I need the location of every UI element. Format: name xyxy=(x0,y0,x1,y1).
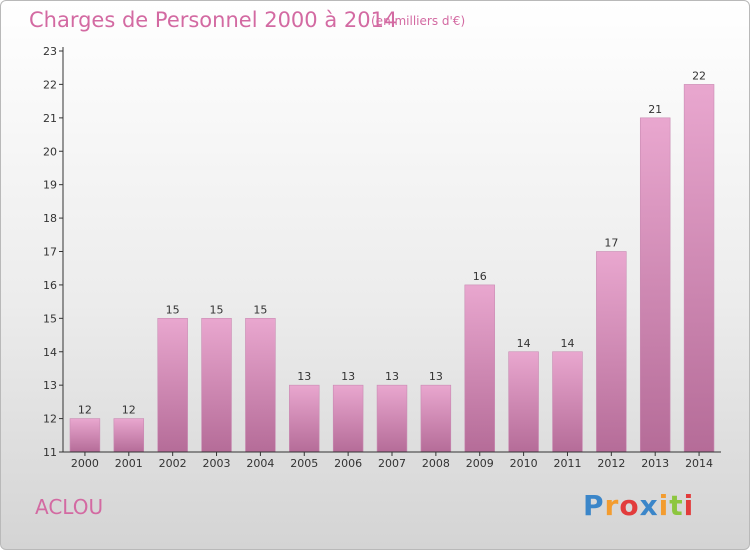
bar-2005 xyxy=(289,384,320,453)
y-tick-label: 12 xyxy=(43,413,57,426)
x-tick-label-2014: 2014 xyxy=(685,457,713,470)
value-label-2000: 12 xyxy=(78,404,92,417)
logo-letter: P xyxy=(583,489,605,522)
x-tick-label-2002: 2002 xyxy=(159,457,187,470)
bar-2012 xyxy=(596,251,627,453)
value-label-2009: 16 xyxy=(473,270,487,283)
y-tick-label: 20 xyxy=(43,145,57,158)
value-label-2010: 14 xyxy=(517,337,531,350)
bar-2004 xyxy=(245,318,276,453)
logo-letter: r xyxy=(604,489,620,522)
x-tick-label-2004: 2004 xyxy=(246,457,274,470)
y-tick-label: 19 xyxy=(43,179,57,192)
x-tick-label-2006: 2006 xyxy=(334,457,362,470)
bar-2014 xyxy=(683,84,715,453)
bar-2001 xyxy=(113,418,145,453)
bar-2009 xyxy=(464,284,495,453)
x-tick-label-2003: 2003 xyxy=(203,457,231,470)
x-tick-label-2011: 2011 xyxy=(553,457,581,470)
bar-2003 xyxy=(201,318,232,453)
logo-letter: o xyxy=(619,489,640,522)
y-tick-label: 21 xyxy=(43,112,57,125)
proxiti-logo: Proxiti xyxy=(583,489,694,522)
logo-letter: x xyxy=(639,489,659,522)
value-label-2014: 22 xyxy=(692,69,706,82)
value-label-2008: 13 xyxy=(429,370,443,383)
y-tick-label: 16 xyxy=(43,279,57,292)
value-label-2011: 14 xyxy=(560,337,574,350)
logo-letter: t xyxy=(669,489,684,522)
y-tick-label: 17 xyxy=(43,246,57,259)
y-tick-label: 18 xyxy=(43,212,57,225)
value-label-2003: 15 xyxy=(210,303,224,316)
y-tick-label: 23 xyxy=(43,45,57,58)
x-tick-label-2000: 2000 xyxy=(71,457,99,470)
bar-2008 xyxy=(420,384,452,453)
chart-title: Charges de Personnel 2000 à 2014 xyxy=(29,8,398,32)
logo-letter: i xyxy=(658,489,670,522)
commune-name: ACLOU xyxy=(35,495,104,519)
y-tick-label: 14 xyxy=(43,346,57,359)
y-tick-label: 11 xyxy=(43,446,57,459)
value-label-2013: 21 xyxy=(648,103,662,116)
value-label-2012: 17 xyxy=(604,237,618,250)
chart-unit: (en milliers d'€) xyxy=(371,14,466,28)
x-tick-label-2010: 2010 xyxy=(510,457,538,470)
logo-letter: i xyxy=(683,489,695,522)
x-tick-label-2008: 2008 xyxy=(422,457,450,470)
bar-2010 xyxy=(508,351,539,453)
x-tick-label-2001: 2001 xyxy=(115,457,143,470)
y-tick-label: 13 xyxy=(43,379,57,392)
bar-2007 xyxy=(376,384,408,453)
bar-2002 xyxy=(157,318,188,453)
x-tick-label-2012: 2012 xyxy=(597,457,625,470)
bar-2006 xyxy=(332,384,364,453)
value-label-2007: 13 xyxy=(385,370,399,383)
y-tick-label: 15 xyxy=(43,312,57,325)
value-label-2006: 13 xyxy=(341,370,355,383)
x-tick-label-2013: 2013 xyxy=(641,457,669,470)
bar-2011 xyxy=(552,351,583,453)
x-tick-label-2005: 2005 xyxy=(290,457,318,470)
x-tick-label-2009: 2009 xyxy=(466,457,494,470)
value-label-2004: 15 xyxy=(253,303,267,316)
bar-2000 xyxy=(69,418,101,453)
value-label-2002: 15 xyxy=(166,303,180,316)
y-tick-label: 22 xyxy=(43,78,57,91)
x-tick-label-2007: 2007 xyxy=(378,457,406,470)
value-label-2005: 13 xyxy=(297,370,311,383)
bar-2013 xyxy=(639,117,671,453)
value-label-2001: 12 xyxy=(122,404,136,417)
